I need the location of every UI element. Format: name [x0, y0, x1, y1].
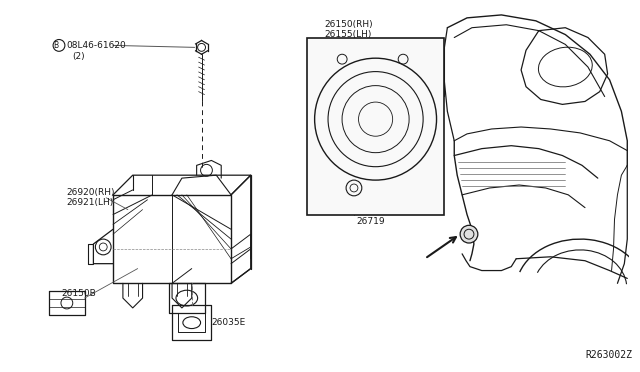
Text: 26155(LH): 26155(LH)	[324, 30, 372, 39]
Bar	[307, 38, 444, 215]
Text: (2): (2)	[72, 52, 84, 61]
Text: 26921(LH): 26921(LH)	[67, 198, 114, 207]
Text: 08L46-61620: 08L46-61620	[67, 41, 127, 50]
Text: 26035E: 26035E	[211, 318, 246, 327]
Text: 26920(RH): 26920(RH)	[67, 188, 115, 198]
Text: R263002Z: R263002Z	[585, 350, 632, 360]
Text: 26150(RH): 26150(RH)	[324, 20, 373, 29]
Text: 26719: 26719	[356, 217, 385, 226]
Circle shape	[460, 225, 478, 243]
Text: 26150B: 26150B	[61, 289, 96, 298]
Text: B: B	[54, 41, 59, 50]
